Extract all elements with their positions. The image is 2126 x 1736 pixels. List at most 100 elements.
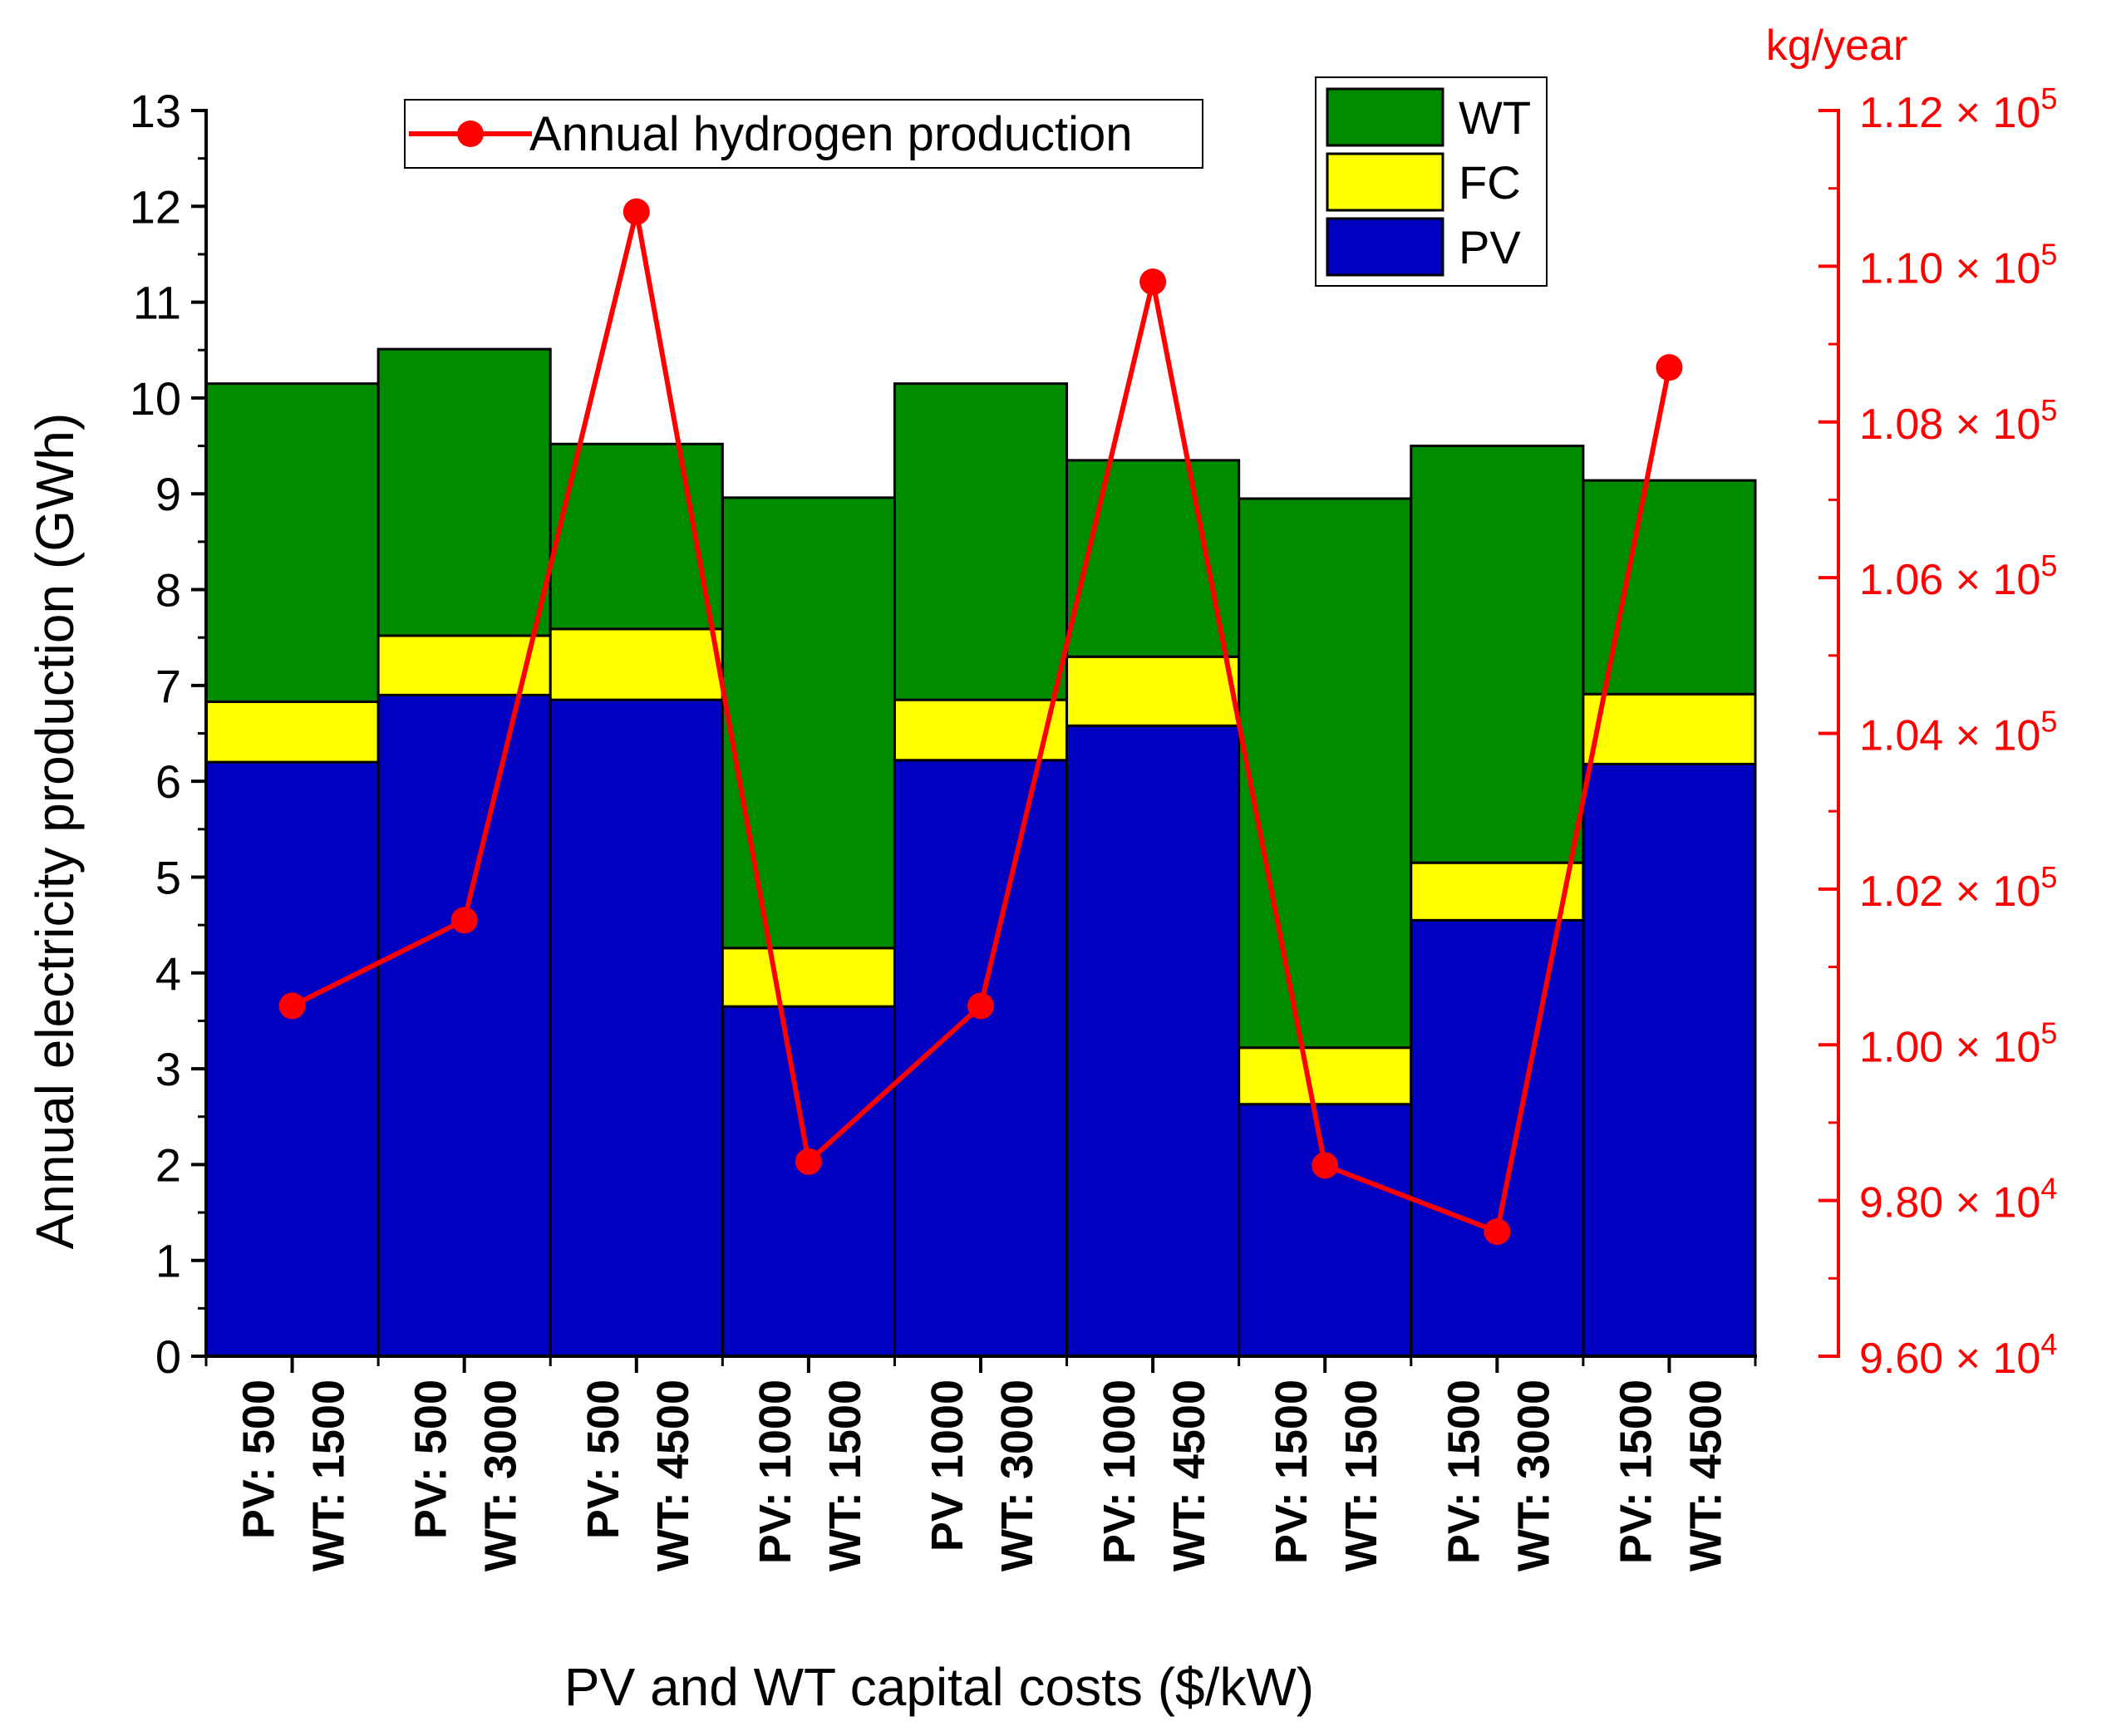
hydrogen-point-9 bbox=[1656, 354, 1683, 381]
bar-wt-7 bbox=[1238, 497, 1413, 1050]
bars-layer bbox=[204, 347, 1757, 1358]
bar-fc-9 bbox=[1582, 692, 1757, 765]
hydrogen-line-layer bbox=[278, 198, 1683, 1246]
x-tick-label: PV: 1500 WT: 3000 bbox=[1439, 1379, 1558, 1571]
y2-tick-label: 1.06 × 105 bbox=[1859, 548, 2057, 604]
bar-pv-8 bbox=[1410, 918, 1585, 1358]
hydrogen-point-5 bbox=[967, 992, 994, 1020]
y2-tick-exponent: 4 bbox=[2040, 1327, 2057, 1361]
y-tick-label: 10 bbox=[130, 372, 181, 425]
y2-tick-label: 1.04 × 105 bbox=[1859, 705, 2057, 760]
line-legend-label: Annual hydrogen production bbox=[529, 107, 1133, 161]
hydrogen-point-7 bbox=[1312, 1152, 1339, 1179]
x-tick-label-line: WT: 4500 bbox=[1681, 1379, 1730, 1571]
y2-tick-exponent: 5 bbox=[2040, 393, 2057, 427]
bar-wt-4 bbox=[721, 496, 896, 950]
bar-pv-7 bbox=[1238, 1103, 1413, 1358]
y2-tick-mantissa: 1.02 × 10 bbox=[1859, 868, 2040, 916]
y2-tick-label: 1.10 × 105 bbox=[1859, 237, 2057, 293]
bar-wt-2 bbox=[376, 347, 552, 637]
bar-pv-3 bbox=[549, 698, 724, 1358]
x-tick-label-line: PV: 1000 bbox=[1095, 1379, 1144, 1564]
bar-wt-8 bbox=[1410, 445, 1585, 864]
y-tick-label: 11 bbox=[133, 277, 181, 329]
y2-tick-mantissa: 1.06 × 10 bbox=[1859, 556, 2040, 604]
y2-tick-label: 1.00 × 105 bbox=[1859, 1016, 2057, 1071]
y-tick-label: 1 bbox=[155, 1235, 181, 1287]
bar-pv-1 bbox=[204, 760, 380, 1358]
y-tick-label: 2 bbox=[155, 1138, 181, 1191]
x-tick-label-line: PV: 1500 bbox=[1611, 1379, 1661, 1564]
bar-wt-6 bbox=[1065, 459, 1241, 658]
bar-pv-6 bbox=[1065, 724, 1241, 1358]
bar-fc-7 bbox=[1238, 1046, 1413, 1106]
x-tick-label-line: PV: 500 bbox=[578, 1379, 628, 1539]
y-tick-label: 9 bbox=[155, 468, 181, 520]
y2-tick-exponent: 5 bbox=[2040, 81, 2057, 116]
bar-fc-6 bbox=[1065, 655, 1241, 727]
bar-fc-1 bbox=[204, 700, 380, 764]
bar-pv-9 bbox=[1582, 762, 1757, 1358]
y-tick-label: 4 bbox=[155, 947, 181, 1000]
y2-tick-exponent: 5 bbox=[2040, 705, 2057, 739]
y2-tick-exponent: 4 bbox=[2040, 1172, 2057, 1206]
bar-legend: WT FC PV bbox=[1315, 76, 1548, 287]
y2-tick-exponent: 5 bbox=[2040, 237, 2057, 271]
x-tick-label-line: WT: 3000 bbox=[992, 1379, 1042, 1571]
y2-tick-exponent: 5 bbox=[2040, 548, 2057, 583]
x-tick-label-line: WT: 1500 bbox=[1336, 1379, 1386, 1571]
y-tick-label: 3 bbox=[155, 1043, 181, 1095]
x-tick-label: PV 1000 WT: 3000 bbox=[923, 1379, 1042, 1571]
x-tick-label-line: PV: 1500 bbox=[1267, 1379, 1316, 1564]
x-tick-label: PV: 1000 WT: 4500 bbox=[1095, 1379, 1214, 1571]
x-tick-label: PV: 1000 WT: 1500 bbox=[750, 1379, 870, 1571]
x-tick-label-line: PV: 500 bbox=[406, 1379, 456, 1539]
x-tick-label: PV: 500 WT: 1500 bbox=[234, 1379, 354, 1571]
x-tick-label-line: PV: 1000 bbox=[750, 1379, 800, 1564]
y2-unit-label: kg/year bbox=[1766, 22, 1908, 70]
bar-fc-8 bbox=[1410, 861, 1585, 922]
x-tick-label-line: WT: 1500 bbox=[820, 1379, 870, 1571]
bar-pv-2 bbox=[376, 693, 552, 1358]
y2-tick-mantissa: 1.04 × 10 bbox=[1859, 712, 2040, 760]
x-tick-label-line: WT: 3000 bbox=[476, 1379, 526, 1571]
hydrogen-point-8 bbox=[1484, 1218, 1511, 1246]
y-tick-label: 5 bbox=[155, 851, 181, 903]
y-tick-label: 7 bbox=[155, 660, 181, 712]
y2-tick-label: 1.02 × 105 bbox=[1859, 860, 2057, 916]
y2-tick-label: 1.08 × 105 bbox=[1859, 393, 2057, 449]
bar-legend-label-wt: WT bbox=[1459, 91, 1531, 144]
y-tick-label: 13 bbox=[130, 85, 181, 137]
x-tick-label: PV: 1500 WT: 1500 bbox=[1267, 1379, 1386, 1571]
y-tick-label: 6 bbox=[155, 755, 181, 808]
hydrogen-point-2 bbox=[450, 907, 478, 934]
x-tick-label: PV: 500 WT: 3000 bbox=[406, 1379, 526, 1571]
hydrogen-point-6 bbox=[1139, 268, 1167, 296]
bar-wt-5 bbox=[893, 382, 1069, 701]
bar-wt-1 bbox=[204, 382, 380, 703]
bar-legend-label-pv: PV bbox=[1459, 221, 1521, 273]
bar-pv-4 bbox=[721, 1005, 896, 1358]
x-tick-label-line: WT: 4500 bbox=[648, 1379, 698, 1571]
bar-legend-swatch-fc bbox=[1326, 152, 1444, 212]
x-tick-label: PV: 1500 WT: 4500 bbox=[1611, 1379, 1730, 1571]
y2-tick-mantissa: 1.10 × 10 bbox=[1859, 244, 2040, 293]
hydrogen-point-4 bbox=[795, 1148, 822, 1175]
y2-tick-mantissa: 1.12 × 10 bbox=[1859, 89, 2040, 137]
bar-fc-2 bbox=[376, 634, 552, 696]
line-legend-box bbox=[404, 99, 1203, 169]
y-tick-label: 12 bbox=[130, 180, 181, 233]
y-tick-label: 0 bbox=[155, 1330, 181, 1383]
labels-layer: Annual electricity production (GWh) PV a… bbox=[25, 22, 1907, 1717]
y-tick-label: 8 bbox=[155, 564, 181, 617]
y2-tick-exponent: 5 bbox=[2040, 1016, 2057, 1050]
bar-fc-4 bbox=[721, 947, 896, 1008]
x-tick-label-line: WT: 4500 bbox=[1164, 1379, 1214, 1571]
bar-legend-label-fc: FC bbox=[1459, 156, 1521, 209]
y2-tick-mantissa: 1.00 × 10 bbox=[1859, 1023, 2040, 1071]
y2-tick-mantissa: 9.60 × 10 bbox=[1859, 1335, 2040, 1383]
y-axis-label: Annual electricity production (GWh) bbox=[25, 413, 85, 1250]
line-legend-marker bbox=[457, 120, 484, 147]
x-tick-label-line: WT: 3000 bbox=[1508, 1379, 1558, 1571]
